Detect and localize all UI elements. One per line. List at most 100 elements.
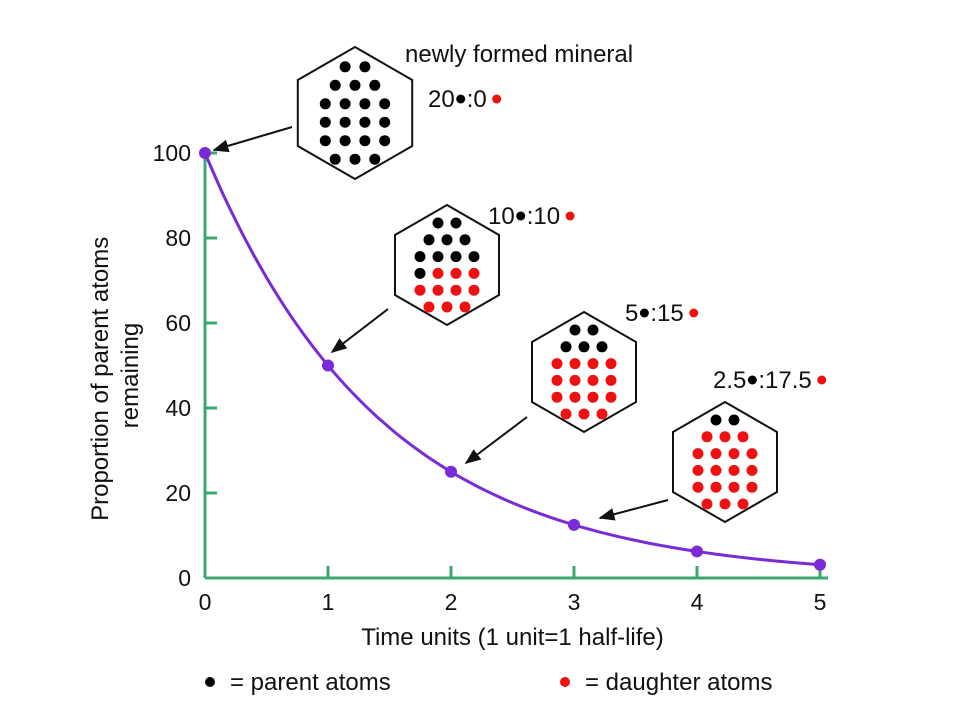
legend-item: = daughter atoms <box>560 669 772 696</box>
daughter-atom <box>605 358 617 370</box>
axis-ticks: 0 1 2 3 4 5 0 20 40 60 80 100 <box>153 140 827 615</box>
parent-atom <box>379 135 391 147</box>
daughter-atom <box>605 391 617 403</box>
parent-atom <box>414 267 426 279</box>
daughter-dot-icon <box>492 94 502 104</box>
daughter-atom <box>719 498 731 510</box>
parent-count-label: 10 <box>488 203 515 230</box>
data-point <box>322 359 334 372</box>
daughter-atom <box>551 358 563 370</box>
parent-atom <box>339 61 351 73</box>
parent-atom <box>369 79 381 91</box>
parent-atom <box>596 341 608 353</box>
y-tick-label: 20 <box>165 480 191 506</box>
daughter-atom <box>450 267 462 279</box>
parent-atom <box>379 98 391 110</box>
daughter-atom <box>468 284 480 296</box>
daughter-atom <box>719 431 731 443</box>
legend-label: = daughter atoms <box>585 669 772 696</box>
parent-atom <box>329 153 341 165</box>
parent-atom <box>459 234 471 246</box>
data-point <box>445 465 457 478</box>
parent-atom <box>359 116 371 128</box>
parent-count-label: 2.5 <box>713 367 746 394</box>
y-tick-label: 0 <box>178 565 191 591</box>
daughter-count-label: :17.5 <box>758 367 811 394</box>
parent-atom <box>423 234 435 246</box>
daughter-atom <box>728 464 740 476</box>
daughter-dot-icon <box>817 375 827 385</box>
daughter-atom <box>710 448 722 460</box>
arrow <box>212 126 293 153</box>
decay-curve <box>203 152 821 567</box>
parent-dot-icon <box>205 677 215 687</box>
daughter-atom <box>596 408 608 420</box>
arrow <box>464 416 528 464</box>
daughter-atom <box>414 284 426 296</box>
daughter-atom <box>569 374 581 386</box>
daughter-atom <box>551 374 563 386</box>
parent-atom <box>468 251 480 263</box>
parent-atom <box>319 98 331 110</box>
daughter-atom <box>569 391 581 403</box>
daughter-dot-icon <box>560 677 570 687</box>
crystal-annotation: newly formed mineral 20:0 <box>212 41 633 181</box>
daughter-atom <box>423 301 435 313</box>
daughter-atom <box>468 267 480 279</box>
parent-atom <box>369 153 381 165</box>
parent-atom <box>349 79 361 91</box>
daughter-atom <box>560 408 572 420</box>
parent-atom <box>710 414 722 426</box>
x-tick-label: 0 <box>199 589 212 615</box>
daughter-count-label: :0 <box>467 86 487 113</box>
parent-atom <box>349 153 361 165</box>
daughter-atom <box>710 464 722 476</box>
data-point <box>691 545 703 558</box>
x-tick-label: 5 <box>814 589 827 615</box>
daughter-atom <box>441 301 453 313</box>
daughter-count-label: :10 <box>527 203 560 230</box>
daughter-atom <box>728 481 740 493</box>
data-point <box>814 558 826 571</box>
parent-atom <box>414 251 426 263</box>
parent-atom <box>359 61 371 73</box>
daughter-atom <box>692 464 704 476</box>
daughter-atom <box>746 464 758 476</box>
daughter-atom <box>746 481 758 493</box>
parent-atom <box>450 251 462 263</box>
daughter-atom <box>587 391 599 403</box>
data-point <box>199 147 211 159</box>
daughter-atom <box>701 498 713 510</box>
daughter-atom <box>692 481 704 493</box>
parent-atom <box>560 341 572 353</box>
daughter-dot-icon <box>689 308 699 318</box>
daughter-atom <box>737 431 749 443</box>
parent-atom <box>319 135 331 147</box>
y-tick-label: 80 <box>165 225 191 251</box>
y-tick-label: 60 <box>165 310 191 336</box>
x-tick-label: 3 <box>568 589 581 615</box>
daughter-atom <box>728 448 740 460</box>
daughter-count-label: :15 <box>650 300 683 327</box>
parent-atom <box>450 217 462 229</box>
legend: = parent atoms = daughter atoms <box>205 669 772 696</box>
daughter-atom <box>587 358 599 370</box>
crystal-annotation: 5:15 <box>464 300 699 464</box>
parent-atom <box>578 341 590 353</box>
daughter-atom <box>587 374 599 386</box>
parent-atom <box>728 414 740 426</box>
y-axis-title-line-1: Proportion of parent atoms <box>87 237 114 521</box>
y-axis-title-line-2: remaining <box>117 323 144 428</box>
parent-atom <box>379 116 391 128</box>
daughter-atom <box>710 481 722 493</box>
daughter-atom <box>459 301 471 313</box>
daughter-atom <box>569 358 581 370</box>
parent-atom <box>569 324 581 336</box>
parent-dot-icon <box>516 211 526 221</box>
parent-dot-icon <box>639 308 649 318</box>
parent-atom <box>432 251 444 263</box>
parent-atom <box>339 116 351 128</box>
parent-atom <box>339 98 351 110</box>
parent-atom <box>319 116 331 128</box>
